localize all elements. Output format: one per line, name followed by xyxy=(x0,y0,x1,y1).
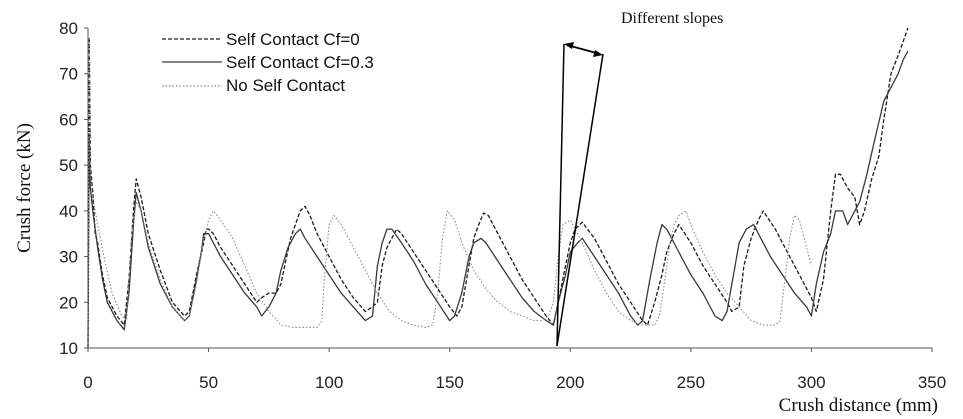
y-tick-label: 70 xyxy=(59,65,78,84)
legend-label-cf03: Self Contact Cf=0.3 xyxy=(226,53,374,72)
legend-label-no-contact: No Self Contact xyxy=(226,76,345,95)
slope-line-steep xyxy=(556,43,565,347)
y-axis-title: Crush force (kN) xyxy=(14,123,35,253)
y-tick-label: 80 xyxy=(59,19,78,38)
arrowhead-right xyxy=(593,50,603,57)
y-tick-label: 20 xyxy=(59,293,78,312)
y-tick-label: 10 xyxy=(59,339,78,358)
x-tick-label: 0 xyxy=(83,373,92,392)
series-line-0 xyxy=(87,27,909,349)
x-tick-label: 50 xyxy=(199,373,218,392)
y-tick-label: 50 xyxy=(59,156,78,175)
slope-annotation: Different slopes xyxy=(556,10,723,347)
x-axis-ticks: 0 50 100 150 200 250 300 350 xyxy=(83,348,946,392)
y-tick-label: 60 xyxy=(59,110,78,129)
arrowhead-left xyxy=(564,42,574,49)
y-tick-label: 30 xyxy=(59,248,78,267)
y-tick-label: 40 xyxy=(59,202,78,221)
x-tick-label: 150 xyxy=(436,373,464,392)
x-axis-title: Crush distance (mm) xyxy=(779,395,938,416)
y-axis-ticks: 10 20 30 40 50 60 70 80 xyxy=(59,19,88,358)
series-line-1 xyxy=(87,50,909,349)
x-tick-label: 250 xyxy=(677,373,705,392)
legend-label-cf0: Self Contact Cf=0 xyxy=(226,30,360,49)
x-tick-label: 350 xyxy=(918,373,946,392)
series-line-2 xyxy=(87,36,812,349)
x-tick-label: 200 xyxy=(556,373,584,392)
annotation-label: Different slopes xyxy=(621,10,723,27)
x-tick-label: 300 xyxy=(797,373,825,392)
legend: Self Contact Cf=0 Self Contact Cf=0.3 No… xyxy=(162,30,374,95)
x-tick-label: 100 xyxy=(315,373,343,392)
slope-line-shallow xyxy=(556,53,604,347)
series-lines xyxy=(87,27,909,349)
